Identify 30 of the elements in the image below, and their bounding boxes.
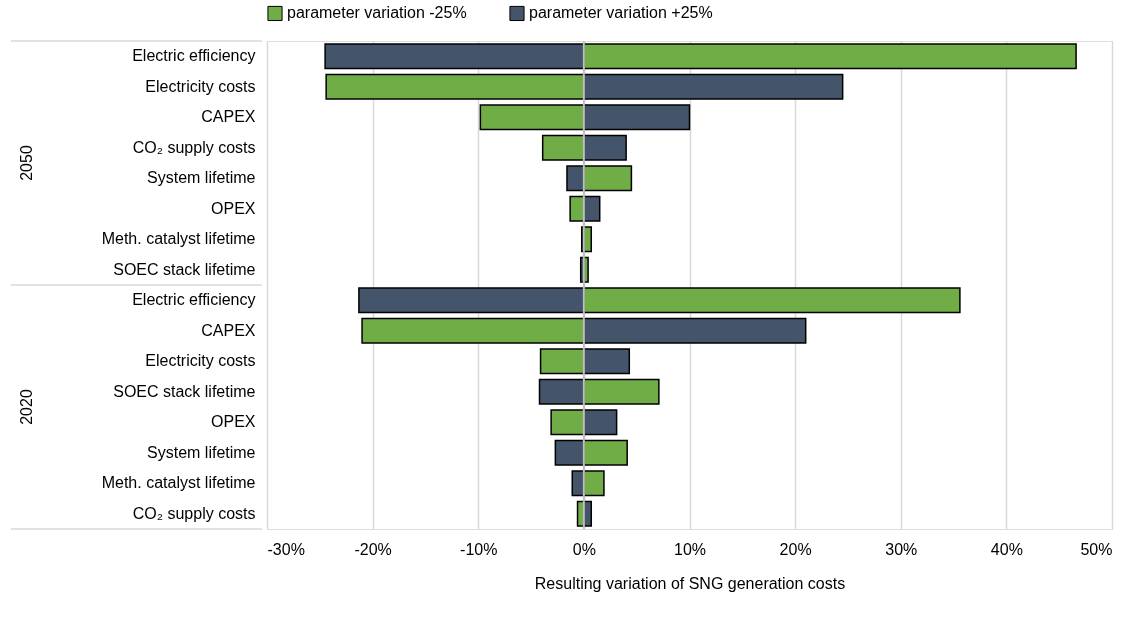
y-tick-label: CAPEX <box>201 321 256 339</box>
text: 2050 <box>18 145 35 181</box>
y-tick-label: CO₂ supply costs <box>132 504 256 522</box>
x-tick-label: 20% <box>779 540 812 558</box>
y-tick-label: CAPEX <box>201 108 256 126</box>
legend-label: parameter variation -25% <box>287 4 467 22</box>
x-tick-label: -30% <box>267 540 305 558</box>
x-tick-label: 30% <box>885 540 918 558</box>
y-tick-label: System lifetime <box>147 169 256 187</box>
x-tick-label: 40% <box>990 540 1023 558</box>
x-tick-label: 50% <box>1080 540 1113 558</box>
y-tick-label: Electricity costs <box>145 352 256 370</box>
text: 2020 <box>18 389 35 425</box>
y-tick-label: Electric efficiency <box>132 291 256 309</box>
y-tick-label: Meth. catalyst lifetime <box>101 230 256 248</box>
y-tick-label: Electric efficiency <box>132 47 256 65</box>
x-axis-title: Resulting variation of SNG generation costs <box>534 574 846 592</box>
x-tick-label: -10% <box>460 540 498 558</box>
x-tick-label: 10% <box>673 540 707 558</box>
y-tick-label: SOEC stack lifetime <box>113 382 256 400</box>
y-tick-label: System lifetime <box>147 443 256 461</box>
y-tick-label: OPEX <box>211 199 256 217</box>
x-tick-label: 0% <box>572 540 596 558</box>
y-tick-label: SOEC stack lifetime <box>113 260 256 278</box>
y-tick-label: Meth. catalyst lifetime <box>101 474 256 492</box>
legend-label: parameter variation +25% <box>529 4 713 22</box>
y-tick-label: CO₂ supply costs <box>132 138 256 156</box>
y-tick-label: Electricity costs <box>145 77 256 95</box>
y-tick-label: OPEX <box>211 413 256 431</box>
x-tick-label: -20% <box>354 540 392 558</box>
